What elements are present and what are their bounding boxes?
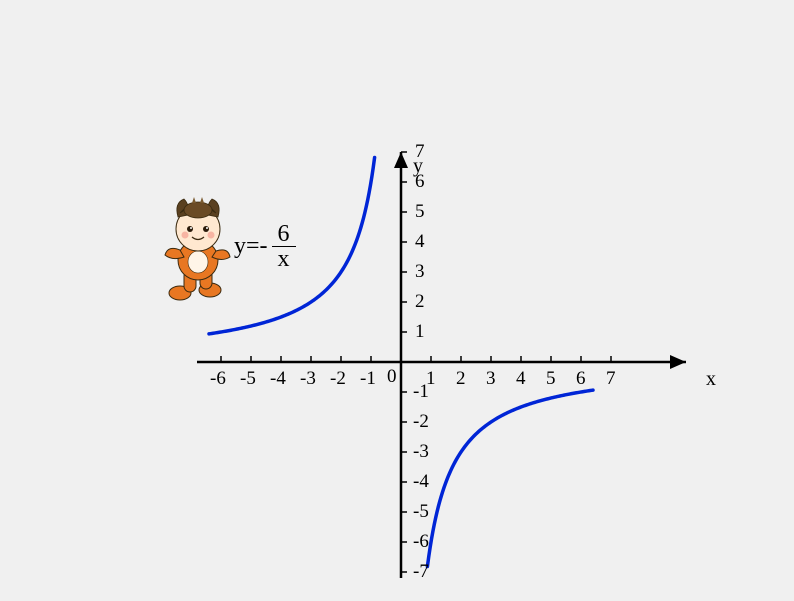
y-tick-neg6: -6 xyxy=(413,531,429,553)
x-tick-neg1: -1 xyxy=(360,368,376,390)
y-tick-6: 6 xyxy=(415,171,425,193)
y-tick-7: 7 xyxy=(415,141,425,163)
y-tick-4: 4 xyxy=(415,231,425,253)
mascot-icon xyxy=(150,195,245,310)
x-tick-5: 5 xyxy=(546,368,556,390)
y-tick-neg3: -3 xyxy=(413,441,429,463)
y-tick-neg7: -7 xyxy=(413,561,429,583)
x-tick-neg6: -6 xyxy=(210,368,226,390)
equation-denominator: x xyxy=(272,247,296,271)
x-tick-6: 6 xyxy=(576,368,586,390)
x-tick-4: 4 xyxy=(516,368,526,390)
y-tick-1: 1 xyxy=(415,321,425,343)
origin-label: 0 xyxy=(387,366,397,388)
chart-container: y x y=- 6 x xyxy=(0,0,794,596)
y-tick-neg1: -1 xyxy=(413,381,429,403)
chart-svg xyxy=(0,0,794,596)
y-tick-neg4: -4 xyxy=(413,471,429,493)
x-tick-neg4: -4 xyxy=(270,368,286,390)
y-tick-2: 2 xyxy=(415,291,425,313)
x-tick-3: 3 xyxy=(486,368,496,390)
y-tick-neg5: -5 xyxy=(413,501,429,523)
x-tick-neg5: -5 xyxy=(240,368,256,390)
x-tick-2: 2 xyxy=(456,368,466,390)
x-axis-label: x xyxy=(706,368,716,391)
y-tick-3: 3 xyxy=(415,261,425,283)
x-tick-7: 7 xyxy=(606,368,616,390)
x-tick-neg3: -3 xyxy=(300,368,316,390)
equation-numerator: 6 xyxy=(272,222,296,247)
equation-fraction: 6 x xyxy=(272,222,296,271)
y-tick-neg2: -2 xyxy=(413,411,429,433)
y-tick-5: 5 xyxy=(415,201,425,223)
x-tick-neg2: -2 xyxy=(330,368,346,390)
